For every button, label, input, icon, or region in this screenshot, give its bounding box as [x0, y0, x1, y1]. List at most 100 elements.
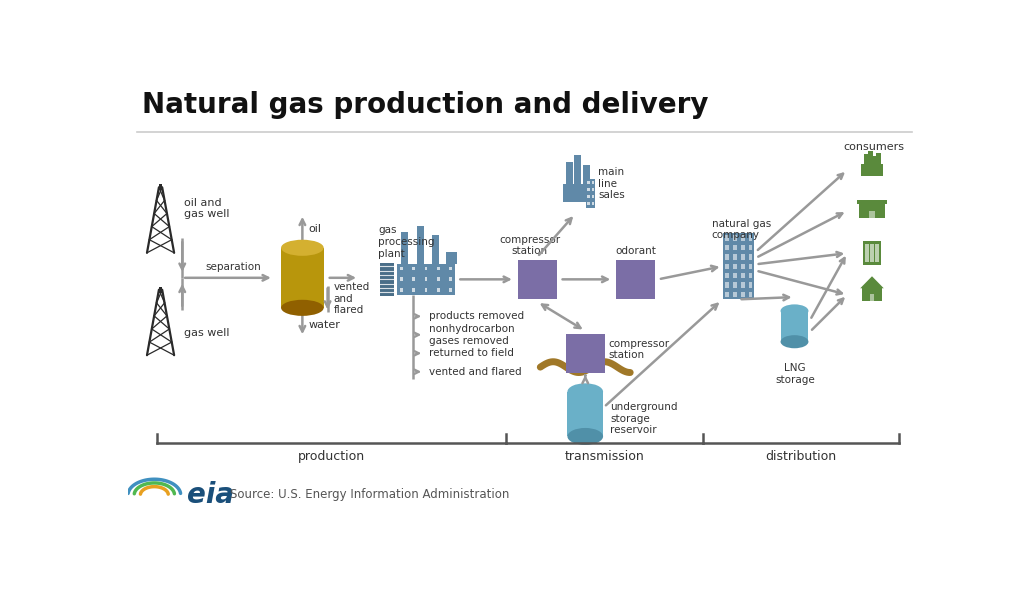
Text: main
line
sales: main line sales [598, 167, 626, 200]
Bar [432, 235, 439, 264]
Bar [563, 184, 595, 202]
Text: Natural gas production and delivery: Natural gas production and delivery [142, 91, 709, 120]
Text: oil: oil [308, 224, 322, 234]
Bar [725, 244, 729, 250]
Bar [400, 277, 403, 282]
Ellipse shape [281, 240, 324, 256]
Text: distribution: distribution [766, 449, 837, 462]
Bar [588, 188, 590, 191]
Bar [592, 181, 594, 184]
Bar [733, 292, 736, 297]
Bar [588, 202, 590, 206]
Text: production: production [298, 449, 366, 462]
Bar [876, 259, 879, 263]
Bar [780, 311, 809, 342]
Bar [740, 254, 744, 260]
Bar [425, 288, 427, 292]
Bar [588, 181, 590, 184]
Bar [380, 263, 394, 296]
Bar [413, 288, 415, 292]
Bar [437, 277, 439, 282]
Bar [733, 244, 736, 250]
Bar [588, 195, 590, 198]
Bar [876, 252, 879, 255]
Text: compressor
station: compressor station [608, 339, 670, 360]
Text: gas well: gas well [183, 328, 229, 338]
Bar [740, 235, 744, 241]
Bar [567, 392, 603, 436]
Ellipse shape [567, 428, 603, 445]
Bar [862, 288, 883, 301]
Bar [616, 260, 655, 299]
Bar [749, 235, 753, 241]
Text: nonhydrocarbon
gases removed: nonhydrocarbon gases removed [429, 324, 514, 346]
Bar [437, 267, 439, 270]
Bar [573, 155, 581, 184]
Bar [566, 334, 604, 372]
Text: vented
and
flared: vented and flared [334, 282, 370, 315]
Text: water: water [308, 320, 340, 330]
Bar [870, 255, 873, 259]
Ellipse shape [780, 305, 809, 317]
Text: eia: eia [187, 481, 234, 509]
Bar [449, 277, 452, 282]
Bar [867, 151, 872, 164]
Bar [749, 292, 753, 297]
Text: natural gas
company: natural gas company [712, 219, 771, 240]
Text: gas
processing
plant: gas processing plant [378, 226, 435, 259]
Bar [413, 277, 415, 282]
Bar [870, 244, 873, 248]
Bar [861, 164, 883, 176]
Bar [749, 273, 753, 279]
Text: products removed: products removed [429, 312, 524, 322]
Bar [733, 273, 736, 279]
Bar [857, 200, 887, 204]
Bar [740, 244, 744, 250]
Bar [740, 273, 744, 279]
Bar [749, 263, 753, 269]
Text: odorant: odorant [615, 246, 656, 256]
Bar [740, 263, 744, 269]
Bar [437, 288, 439, 292]
Bar [749, 254, 753, 260]
Text: underground
storage
reservoir: underground storage reservoir [610, 402, 678, 435]
Bar [425, 267, 427, 270]
Bar [733, 254, 736, 260]
Bar [159, 287, 163, 293]
Bar [865, 247, 868, 252]
Bar [725, 273, 729, 279]
Text: vented and flared: vented and flared [429, 367, 521, 377]
Bar [733, 235, 736, 241]
Bar [518, 260, 557, 299]
Bar [872, 155, 878, 164]
Bar [413, 267, 415, 270]
Bar [592, 188, 594, 191]
Bar [869, 293, 874, 301]
Bar [863, 154, 868, 164]
Bar [865, 255, 868, 259]
Bar [397, 264, 455, 294]
Bar [400, 288, 403, 292]
Bar [740, 292, 744, 297]
Bar [876, 247, 879, 252]
Bar [449, 267, 452, 270]
Bar [876, 153, 881, 164]
Bar [449, 288, 452, 292]
Bar [583, 165, 590, 184]
Text: Source: U.S. Energy Information Administration: Source: U.S. Energy Information Administ… [230, 488, 510, 501]
Bar [725, 235, 729, 241]
Bar [749, 244, 753, 250]
Bar [725, 263, 729, 269]
Bar [876, 244, 879, 248]
Bar [733, 283, 736, 288]
Bar [859, 204, 885, 218]
Bar [749, 283, 753, 288]
Bar [417, 226, 424, 264]
Bar [865, 259, 868, 263]
Bar [445, 252, 457, 264]
Bar [725, 283, 729, 288]
Bar [865, 244, 868, 248]
Text: returned to field: returned to field [429, 348, 514, 358]
Bar [870, 252, 873, 255]
Bar [592, 195, 594, 198]
